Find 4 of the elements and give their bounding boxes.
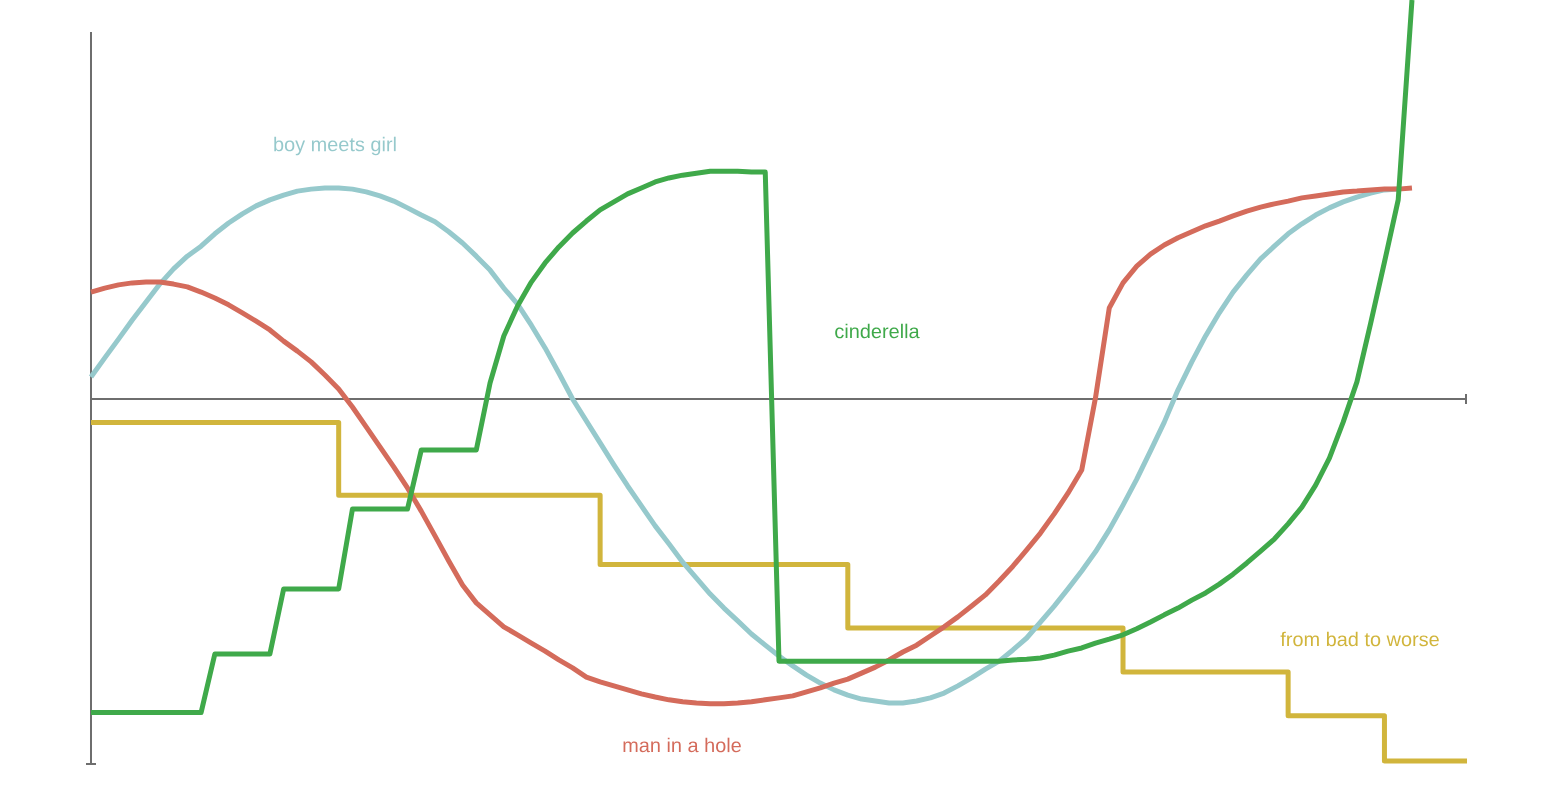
- series-label: from bad to worse: [1280, 631, 1439, 647]
- series-label: man in a hole: [623, 737, 741, 753]
- text: cinderella: [835, 323, 920, 339]
- text: boy meets girl: [274, 136, 396, 156]
